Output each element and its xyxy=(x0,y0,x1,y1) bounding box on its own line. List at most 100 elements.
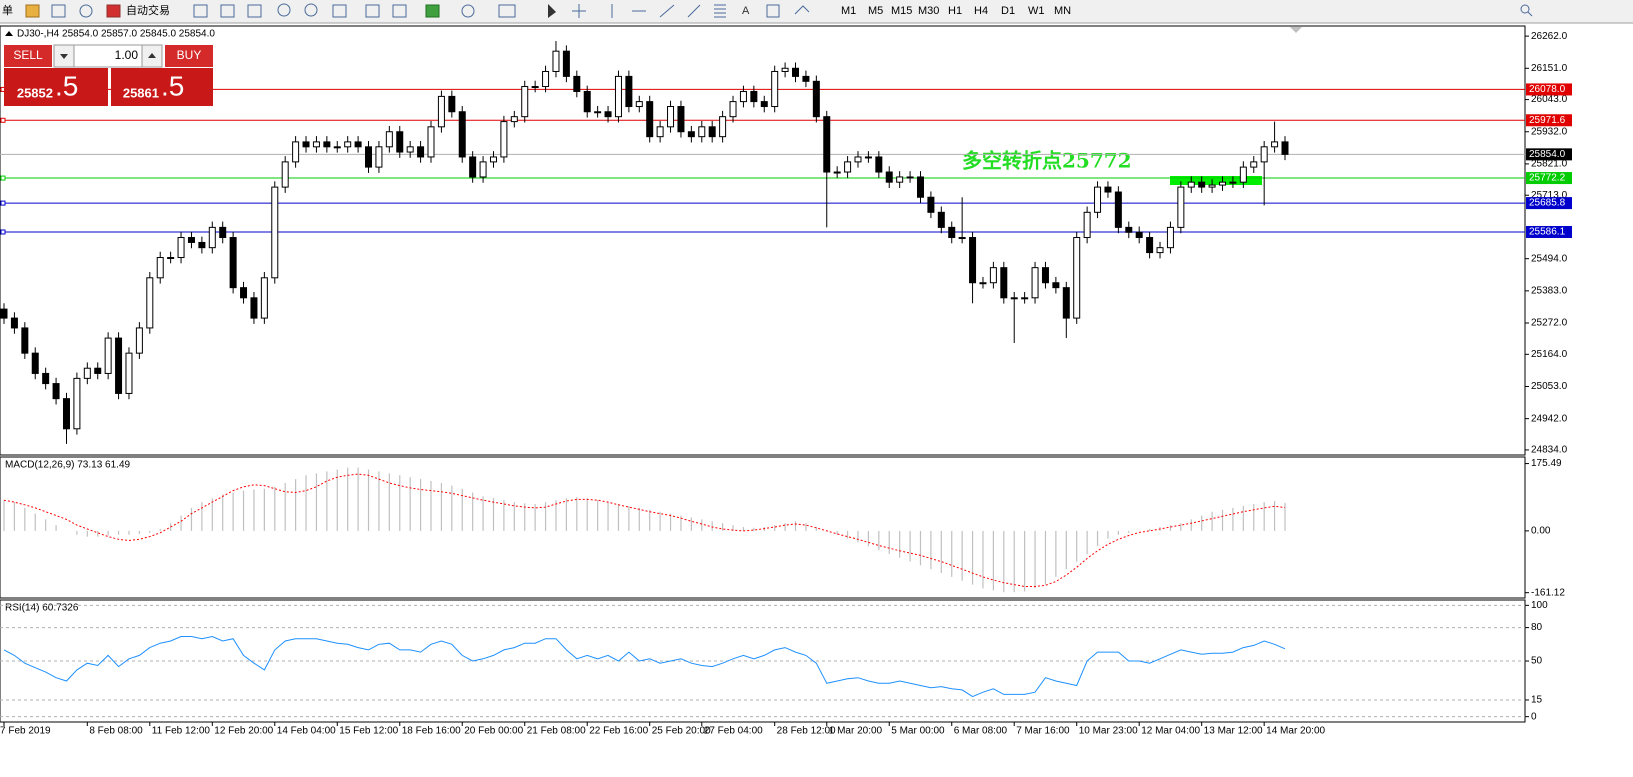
candle-body xyxy=(10,317,18,329)
lot-down-arrow xyxy=(60,54,68,59)
sell-price-box[interactable] xyxy=(4,68,108,106)
x-tick-label: 7 Feb 2019 xyxy=(0,726,51,737)
candle-body xyxy=(771,70,779,108)
y-tick-label: -161.12 xyxy=(1531,587,1565,598)
candle-body xyxy=(1177,186,1185,228)
toolbar-item[interactable]: M15 xyxy=(891,5,912,17)
x-tick-label: 18 Feb 16:00 xyxy=(402,726,461,737)
candle-body xyxy=(1229,181,1237,184)
buy-price: 25861 xyxy=(123,85,159,100)
candle-body xyxy=(760,101,768,108)
candle-body xyxy=(552,50,560,72)
buy-price-box[interactable] xyxy=(111,68,213,106)
toolbar-item[interactable]: H4 xyxy=(974,5,988,17)
toolbar-item[interactable]: H1 xyxy=(948,5,962,17)
y-tick-label: 25713.0 xyxy=(1531,190,1568,201)
candle-body xyxy=(125,352,133,394)
candle-body xyxy=(344,141,352,148)
x-tick-label: 11 Feb 12:00 xyxy=(152,726,211,737)
x-tick-label: 25 Feb 20:00 xyxy=(652,726,711,737)
level-label-box xyxy=(1526,225,1572,238)
candle-body xyxy=(104,337,112,374)
candle-body xyxy=(844,161,852,173)
x-tick-label: 10 Mar 23:00 xyxy=(1079,726,1138,737)
level-label-box xyxy=(1526,172,1572,185)
candle-body xyxy=(458,111,466,158)
toolbar-item[interactable]: D1 xyxy=(1001,5,1015,17)
x-tick-label: 28 Feb 12:00 xyxy=(777,726,836,737)
candle-body xyxy=(167,257,175,260)
annotation: 多空转折点25772 xyxy=(962,149,1132,173)
candle-body xyxy=(708,126,716,138)
candle-body xyxy=(916,176,924,198)
level-label: 26078.0 xyxy=(1529,84,1566,95)
sell-price-fraction: .5 xyxy=(55,70,78,101)
candle-body xyxy=(198,241,206,249)
y-tick-label: 25494.0 xyxy=(1531,253,1568,264)
x-tick-label: 7 Mar 16:00 xyxy=(1016,726,1070,737)
toolbar-item[interactable]: M1 xyxy=(841,5,856,17)
candle-body xyxy=(1208,184,1216,188)
x-tick-label: 8 Feb 08:00 xyxy=(89,726,143,737)
y-tick-label: 26043.0 xyxy=(1531,94,1568,105)
level-handle xyxy=(0,200,6,206)
x-tick-label: 21 Feb 08:00 xyxy=(527,726,586,737)
candle-body xyxy=(937,211,945,228)
x-tick-label: 14 Feb 04:00 xyxy=(277,726,336,737)
level-label: 25586.1 xyxy=(1529,227,1566,238)
sell-button[interactable] xyxy=(4,45,52,67)
candle-body xyxy=(1114,191,1122,228)
candle-body xyxy=(927,196,935,213)
candle-body xyxy=(864,156,872,159)
candle-body xyxy=(229,237,237,289)
x-tick-label: 27 Feb 04:00 xyxy=(704,726,763,737)
level-label-box xyxy=(1526,197,1572,210)
macd-header: MACD(12,26,9) 73.13 61.49 xyxy=(5,460,131,471)
signal-line xyxy=(3,473,1286,587)
candle-body xyxy=(1135,231,1143,239)
candle-body xyxy=(250,297,258,319)
candle-body xyxy=(281,161,289,188)
candle-body xyxy=(271,186,279,279)
level-handle xyxy=(0,175,6,181)
toolbar-icons: A xyxy=(25,3,1533,18)
x-tick-label: 12 Feb 20:00 xyxy=(214,726,273,737)
candle-body xyxy=(354,141,362,148)
level-label: 25854.0 xyxy=(1529,149,1566,160)
toolbar-item[interactable]: M30 xyxy=(918,5,939,17)
candle-body xyxy=(1021,297,1029,300)
candle-body xyxy=(1125,226,1133,233)
level-label: 25685.8 xyxy=(1529,198,1566,209)
candle-body xyxy=(729,101,737,118)
level-label-box xyxy=(1526,114,1572,127)
x-tick-label: 12 Mar 04:00 xyxy=(1141,726,1200,737)
lot-up-arrow xyxy=(148,53,156,58)
level-handle xyxy=(0,229,6,235)
candle-body xyxy=(115,337,123,394)
candle-body xyxy=(792,67,800,77)
candle-body xyxy=(177,237,185,259)
toolbar-item[interactable]: MN xyxy=(1054,5,1071,17)
buy-button[interactable] xyxy=(165,45,213,67)
x-tick-label: 20 Feb 00:00 xyxy=(464,726,523,737)
y-tick-label: 24834.0 xyxy=(1531,445,1568,456)
candle-body xyxy=(448,95,456,113)
candle-body xyxy=(1083,211,1091,239)
y-tick-label: 26151.0 xyxy=(1531,63,1568,74)
candle-body xyxy=(1146,237,1154,254)
candle-body xyxy=(896,176,904,183)
toolbar-item[interactable]: M5 xyxy=(868,5,883,17)
candle-body xyxy=(396,131,404,153)
candle-body xyxy=(1000,267,1008,299)
y-tick-label: 50 xyxy=(1531,656,1543,667)
buy-price-fraction: .5 xyxy=(161,70,184,101)
toolbar-item[interactable]: W1 xyxy=(1028,5,1045,17)
candle-body xyxy=(646,101,654,138)
shift-marker xyxy=(1290,27,1302,33)
candle-body xyxy=(1156,247,1164,254)
candle-body xyxy=(323,141,331,148)
x-tick-label: 5 Mar 00:00 xyxy=(891,726,945,737)
candle-body xyxy=(1104,186,1112,193)
candle-body xyxy=(292,141,300,163)
x-tick-label: 14 Mar 20:00 xyxy=(1266,726,1325,737)
